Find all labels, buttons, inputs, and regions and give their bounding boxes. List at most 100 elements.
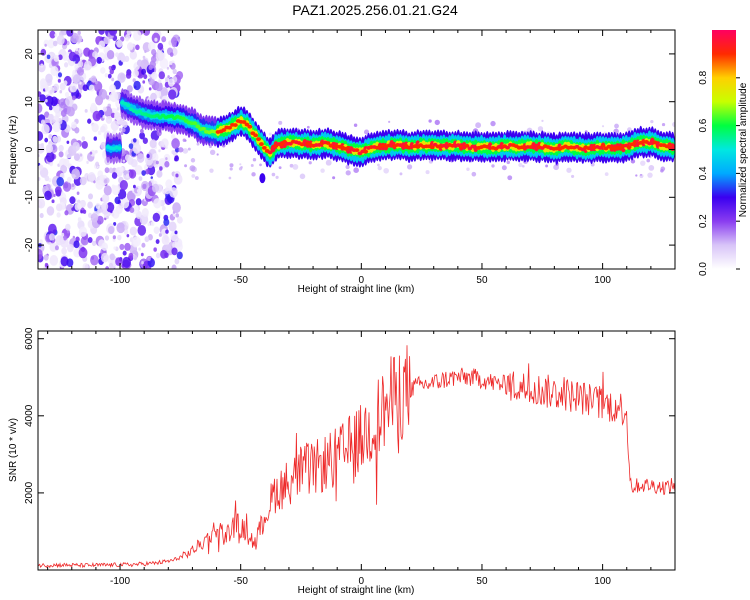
noise-blob bbox=[104, 179, 107, 183]
noise-blob bbox=[55, 245, 59, 250]
noise-blob bbox=[43, 79, 46, 82]
noise-blob bbox=[183, 139, 186, 142]
noise-blob bbox=[151, 56, 157, 63]
noise-blob bbox=[143, 74, 147, 79]
noise-blob bbox=[53, 115, 59, 122]
noise-blob bbox=[93, 111, 101, 121]
noise-blob bbox=[466, 168, 469, 171]
noise-blob bbox=[156, 51, 164, 62]
noise-blob bbox=[155, 82, 163, 91]
noise-blob bbox=[191, 158, 195, 162]
noise-blob bbox=[141, 69, 146, 75]
noise-blob bbox=[191, 174, 195, 178]
noise-blob bbox=[139, 176, 143, 181]
noise-blob bbox=[129, 44, 133, 49]
noise-blob bbox=[69, 52, 77, 62]
noise-blob bbox=[72, 142, 80, 152]
snr-x-axis-label: Height of straight line (km) bbox=[298, 585, 415, 596]
noise-blob bbox=[176, 71, 183, 80]
noise-blob bbox=[147, 154, 150, 158]
noise-blob bbox=[171, 138, 180, 149]
noise-blob bbox=[50, 66, 58, 76]
noise-blob bbox=[115, 42, 118, 45]
noise-blob bbox=[141, 253, 144, 257]
noise-blob bbox=[541, 120, 543, 122]
noise-blob bbox=[91, 213, 99, 222]
noise-blob bbox=[407, 164, 412, 169]
noise-blob bbox=[133, 185, 136, 189]
noise-blob bbox=[83, 210, 86, 214]
ridge-mark bbox=[670, 147, 675, 151]
ridge-mark bbox=[271, 148, 276, 152]
noise-blob bbox=[174, 258, 179, 264]
noise-blob bbox=[647, 172, 652, 177]
noise-blob bbox=[106, 216, 109, 219]
noise-blob bbox=[171, 248, 177, 256]
noise-blob bbox=[104, 185, 112, 195]
noise-blob bbox=[56, 212, 60, 217]
noise-blob bbox=[210, 150, 215, 155]
noise-blob bbox=[120, 180, 128, 190]
noise-blob bbox=[159, 166, 163, 170]
noise-blob bbox=[300, 174, 306, 180]
noise-blob bbox=[475, 122, 481, 128]
noise-blob bbox=[602, 125, 604, 127]
noise-blob bbox=[239, 163, 241, 165]
noise-blob bbox=[117, 107, 120, 110]
noise-blob bbox=[662, 123, 665, 126]
noise-blob bbox=[648, 165, 654, 171]
noise-blob bbox=[46, 144, 53, 153]
noise-blob bbox=[507, 175, 512, 180]
noise-blob bbox=[103, 106, 107, 111]
noise-blob bbox=[122, 257, 131, 268]
noise-blob bbox=[133, 138, 137, 143]
noise-blob bbox=[61, 256, 69, 266]
noise-blob bbox=[158, 79, 161, 83]
noise-blob bbox=[195, 176, 199, 180]
noise-blob bbox=[566, 168, 571, 173]
snr-panel: -100 -50 0 50 100200040006000 Height of stra… bbox=[8, 327, 675, 596]
noise-blob bbox=[39, 164, 44, 170]
colorbar-tick-label: 0.8 bbox=[698, 70, 709, 84]
noise-blob bbox=[113, 235, 116, 239]
noise-blob bbox=[133, 81, 140, 90]
noise-blob bbox=[152, 184, 159, 193]
noise-blob bbox=[156, 253, 160, 258]
noise-blob bbox=[64, 210, 68, 215]
noise-blob bbox=[88, 237, 93, 243]
noise-blob bbox=[44, 254, 49, 260]
noise-blob bbox=[640, 160, 645, 165]
noise-blob bbox=[47, 206, 55, 215]
noise-blob bbox=[276, 176, 279, 179]
noise-blob bbox=[182, 148, 188, 154]
noise-blob bbox=[130, 227, 137, 236]
noise-blob bbox=[109, 263, 113, 269]
noise-blob bbox=[122, 121, 128, 128]
noise-blob bbox=[88, 193, 93, 199]
y-tick-label: 20 bbox=[24, 48, 35, 60]
y-tick-label: 2000 bbox=[24, 481, 35, 504]
noise-blob bbox=[72, 96, 76, 101]
noise-blob bbox=[98, 239, 105, 248]
noise-blob bbox=[660, 167, 665, 172]
noise-blob bbox=[63, 181, 72, 192]
noise-blob bbox=[165, 229, 169, 233]
ridge-mark bbox=[247, 125, 252, 129]
noise-blob bbox=[63, 55, 68, 61]
noise-blob bbox=[130, 207, 135, 213]
noise-blob bbox=[171, 150, 174, 154]
ridge-mark bbox=[667, 144, 672, 148]
noise-blob bbox=[58, 145, 63, 152]
noise-blob bbox=[320, 168, 324, 172]
noise-blob bbox=[141, 170, 146, 176]
noise-blob bbox=[153, 247, 157, 251]
noise-blob bbox=[64, 62, 68, 67]
noise-blob bbox=[75, 168, 77, 171]
noise-blob bbox=[170, 52, 174, 57]
snr-frame bbox=[38, 331, 675, 570]
noise-blob bbox=[292, 164, 298, 170]
noise-blob bbox=[78, 48, 82, 53]
noise-blob bbox=[173, 69, 177, 74]
y-tick-label: -20 bbox=[24, 237, 35, 252]
noise-blob bbox=[52, 122, 60, 133]
